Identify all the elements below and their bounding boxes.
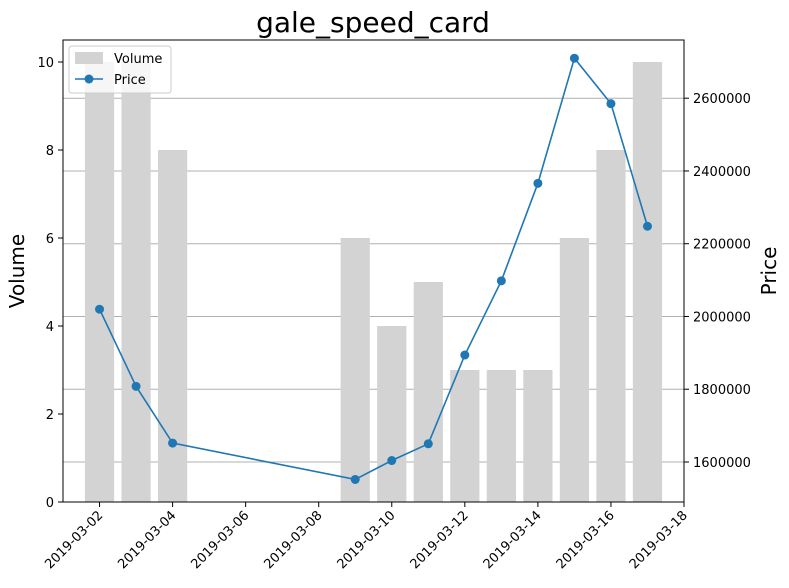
- left-y-tick-label: 4: [46, 320, 54, 335]
- left-axis-title: Volume: [5, 234, 29, 308]
- volume-bar: [157, 150, 188, 502]
- price-point: [533, 178, 543, 188]
- left-y-tick-label: 8: [46, 144, 54, 159]
- chart-title: gale_speed_card: [256, 6, 490, 39]
- volume-bar: [632, 62, 663, 502]
- price-point: [131, 381, 141, 391]
- price-point: [387, 456, 397, 466]
- right-y-axis: 1600000 1800000 2000000 2200000 2400000 26000…: [684, 92, 751, 471]
- price-point: [460, 350, 470, 360]
- right-y-tick-label: 1600000: [693, 456, 751, 471]
- price-line-series: [95, 53, 652, 484]
- legend-label-volume: Volume: [114, 52, 162, 67]
- volume-bar: [596, 150, 626, 502]
- volume-bar: [121, 62, 151, 502]
- legend-marker-price: [84, 74, 94, 84]
- legend-swatch-volume: [75, 52, 103, 64]
- price-line: [98, 56, 649, 481]
- volume-bar: [84, 62, 115, 502]
- price-point: [606, 99, 616, 109]
- right-y-tick-label: 2400000: [693, 165, 751, 180]
- right-y-tick-label: 2000000: [693, 310, 751, 325]
- left-y-axis: 0 2 4 6 8 10: [37, 56, 63, 511]
- price-point: [496, 276, 506, 286]
- right-y-tick-label: 2600000: [693, 92, 751, 107]
- legend-label-price: Price: [114, 73, 146, 88]
- volume-bar: [523, 370, 553, 502]
- left-y-tick-label: 10: [37, 56, 54, 71]
- volume-bar: [413, 282, 443, 502]
- price-point: [168, 438, 178, 448]
- volume-bar: [450, 370, 480, 502]
- volume-bar: [559, 238, 590, 502]
- volume-bars: [84, 62, 663, 502]
- legend: Volume Price: [68, 45, 172, 94]
- price-point: [569, 53, 579, 63]
- left-y-tick-label: 2: [46, 408, 54, 423]
- right-y-tick-label: 1800000: [693, 383, 751, 398]
- left-y-tick-label: 6: [46, 232, 54, 247]
- left-y-tick-label: 0: [46, 496, 54, 511]
- volume-bar: [377, 326, 407, 502]
- plot-frame: [62, 39, 685, 503]
- price-point: [350, 474, 360, 484]
- right-y-tick-label: 2200000: [693, 238, 751, 253]
- price-point: [95, 304, 105, 314]
- right-axis-title: Price: [757, 247, 781, 296]
- price-point: [423, 439, 433, 449]
- volume-bar: [486, 370, 516, 502]
- volume-bar: [340, 238, 370, 502]
- price-point: [642, 221, 652, 231]
